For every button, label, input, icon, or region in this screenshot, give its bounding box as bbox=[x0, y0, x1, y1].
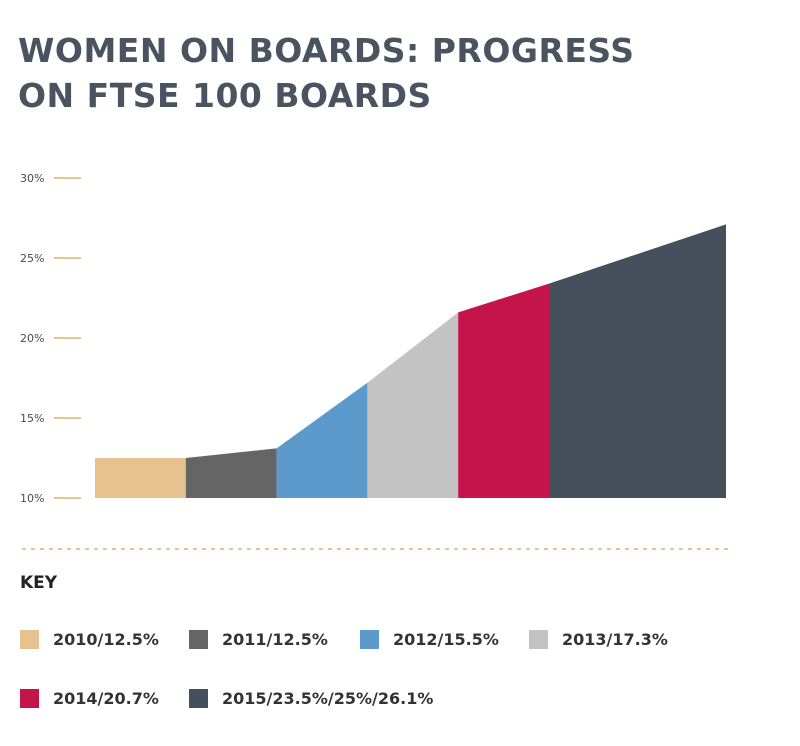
legend-swatch-2011 bbox=[189, 630, 208, 649]
chart-title-line-1: WOMEN ON BOARDS: PROGRESS bbox=[18, 31, 635, 70]
legend-swatch-2012 bbox=[360, 630, 379, 649]
y-tick-label: 15% bbox=[20, 412, 44, 425]
legend-swatch-2013 bbox=[529, 630, 548, 649]
key-title: KEY bbox=[20, 573, 58, 593]
legend-swatch-2014 bbox=[20, 689, 39, 708]
y-tick-label: 25% bbox=[20, 252, 44, 265]
legend-item-2013: 2013/17.3% bbox=[529, 630, 668, 649]
legend-label-2015: 2015/23.5%/25%/26.1% bbox=[222, 689, 434, 708]
y-tick-label: 10% bbox=[20, 492, 44, 505]
legend-label-2010: 2010/12.5% bbox=[53, 630, 159, 649]
legend-item-2015: 2015/23.5%/25%/26.1% bbox=[189, 689, 433, 708]
legend-item-2014: 2014/20.7% bbox=[20, 689, 159, 708]
area-segment-2010 bbox=[95, 458, 186, 498]
legend-swatch-2015 bbox=[189, 689, 208, 708]
chart-areas bbox=[95, 224, 726, 498]
area-segment-2014 bbox=[458, 283, 549, 498]
legend-item-2012: 2012/15.5% bbox=[360, 630, 499, 649]
legend-item-2011: 2011/12.5% bbox=[189, 630, 328, 649]
area-segment-2015 bbox=[549, 224, 726, 498]
legend-label-2012: 2012/15.5% bbox=[393, 630, 499, 649]
y-tick-label: 30% bbox=[20, 172, 44, 185]
y-axis: 10% 15% 20% 25% 30% bbox=[20, 172, 81, 505]
area-segment-2013 bbox=[367, 312, 459, 498]
area-segment-2012 bbox=[276, 382, 368, 498]
chart-title-line-2: ON FTSE 100 BOARDS bbox=[18, 76, 432, 115]
legend-label-2013: 2013/17.3% bbox=[562, 630, 668, 649]
legend-item-2010: 2010/12.5% bbox=[20, 630, 159, 649]
legend-label-2011: 2011/12.5% bbox=[222, 630, 328, 649]
legend-label-2014: 2014/20.7% bbox=[53, 689, 159, 708]
chart-title: WOMEN ON BOARDS: PROGRESS ON FTSE 100 BO… bbox=[18, 28, 634, 118]
area-segment-2011 bbox=[185, 448, 277, 498]
legend-swatch-2010 bbox=[20, 630, 39, 649]
area-chart: 10% 15% 20% 25% 30% bbox=[20, 172, 728, 550]
y-tick-label: 20% bbox=[20, 332, 44, 345]
